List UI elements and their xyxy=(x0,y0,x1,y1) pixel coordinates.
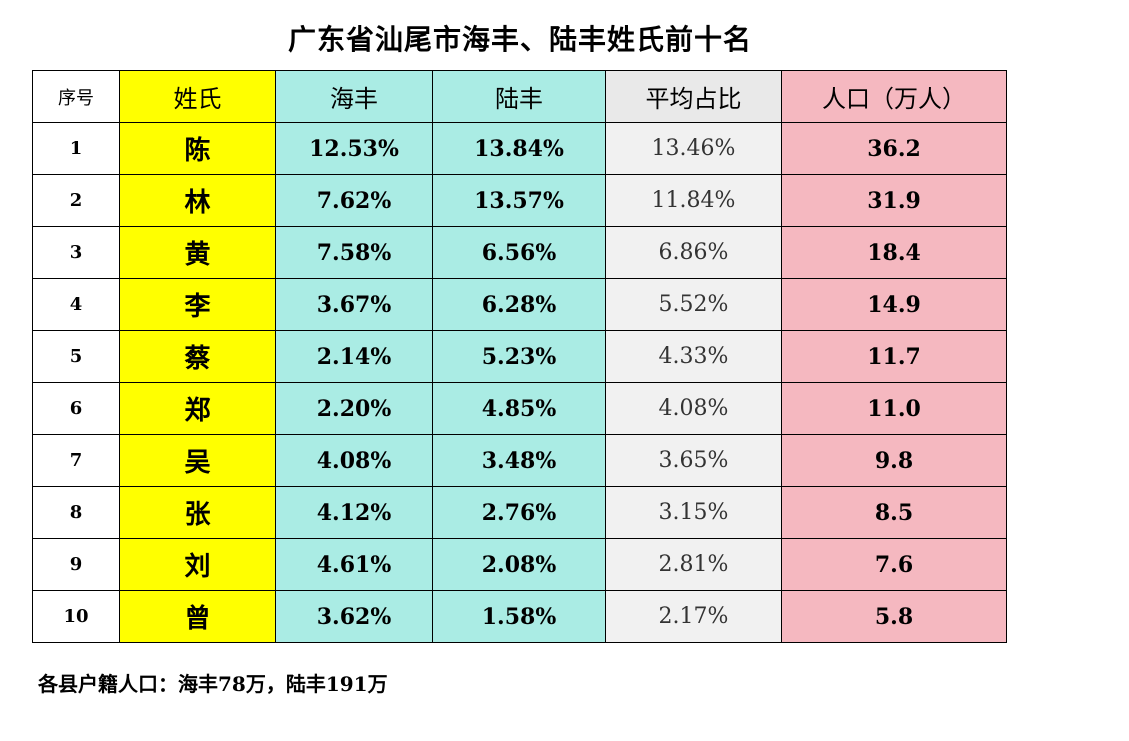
cell-haifeng: 2.20% xyxy=(275,382,433,435)
footnote: 各县户籍人口：海丰78万，陆丰191万 xyxy=(38,672,388,696)
header-population: 人口（万人） xyxy=(781,70,1007,123)
cell-population: 31.9 xyxy=(781,174,1007,227)
cell-lufeng: 1.58% xyxy=(432,590,606,643)
cell-population: 9.8 xyxy=(781,434,1007,487)
cell-surname: 林 xyxy=(119,174,276,227)
cell-surname: 张 xyxy=(119,486,276,539)
cell-population: 5.8 xyxy=(781,590,1007,643)
header-seq: 序号 xyxy=(32,70,120,123)
cell-haifeng: 3.62% xyxy=(275,590,433,643)
cell-population: 11.7 xyxy=(781,330,1007,383)
table-row: 8 张 4.12% 2.76% 3.15% 8.5 xyxy=(32,486,1007,539)
cell-surname: 陈 xyxy=(119,122,276,175)
cell-seq: 1 xyxy=(32,122,120,175)
cell-average: 6.86% xyxy=(605,226,782,279)
cell-lufeng: 13.84% xyxy=(432,122,606,175)
cell-average: 13.46% xyxy=(605,122,782,175)
cell-surname: 曾 xyxy=(119,590,276,643)
table-row: 1 陈 12.53% 13.84% 13.46% 36.2 xyxy=(32,122,1007,175)
cell-population: 8.5 xyxy=(781,486,1007,539)
table-row: 6 郑 2.20% 4.85% 4.08% 11.0 xyxy=(32,382,1007,435)
cell-lufeng: 2.76% xyxy=(432,486,606,539)
table-header-row: 序号 姓氏 海丰 陆丰 平均占比 人口（万人） xyxy=(32,70,1007,123)
cell-surname: 蔡 xyxy=(119,330,276,383)
cell-average: 5.52% xyxy=(605,278,782,331)
cell-average: 3.65% xyxy=(605,434,782,487)
cell-average: 2.17% xyxy=(605,590,782,643)
cell-average: 11.84% xyxy=(605,174,782,227)
page-title: 广东省汕尾市海丰、陆丰姓氏前十名 xyxy=(287,23,752,56)
cell-lufeng: 6.28% xyxy=(432,278,606,331)
cell-lufeng: 3.48% xyxy=(432,434,606,487)
cell-surname: 刘 xyxy=(119,538,276,591)
table-row: 5 蔡 2.14% 5.23% 4.33% 11.7 xyxy=(32,330,1007,383)
cell-seq: 5 xyxy=(32,330,120,383)
cell-haifeng: 4.61% xyxy=(275,538,433,591)
cell-average: 2.81% xyxy=(605,538,782,591)
cell-surname: 郑 xyxy=(119,382,276,435)
cell-average: 3.15% xyxy=(605,486,782,539)
cell-haifeng: 12.53% xyxy=(275,122,433,175)
cell-seq: 9 xyxy=(32,538,120,591)
cell-population: 14.9 xyxy=(781,278,1007,331)
surname-table: 序号 姓氏 海丰 陆丰 平均占比 人口（万人） 1 陈 12.53% 13.84% 13… xyxy=(32,70,1007,643)
cell-lufeng: 2.08% xyxy=(432,538,606,591)
cell-population: 18.4 xyxy=(781,226,1007,279)
cell-lufeng: 4.85% xyxy=(432,382,606,435)
header-lufeng: 陆丰 xyxy=(432,70,606,123)
cell-haifeng: 7.62% xyxy=(275,174,433,227)
table-row: 3 黄 7.58% 6.56% 6.86% 18.4 xyxy=(32,226,1007,279)
cell-seq: 2 xyxy=(32,174,120,227)
cell-surname: 李 xyxy=(119,278,276,331)
header-surname: 姓氏 xyxy=(119,70,276,123)
cell-haifeng: 2.14% xyxy=(275,330,433,383)
cell-seq: 10 xyxy=(32,590,120,643)
cell-average: 4.33% xyxy=(605,330,782,383)
cell-population: 11.0 xyxy=(781,382,1007,435)
table-row: 2 林 7.62% 13.57% 11.84% 31.9 xyxy=(32,174,1007,227)
table-row: 4 李 3.67% 6.28% 5.52% 14.9 xyxy=(32,278,1007,331)
cell-surname: 吴 xyxy=(119,434,276,487)
table-row: 7 吴 4.08% 3.48% 3.65% 9.8 xyxy=(32,434,1007,487)
cell-population: 7.6 xyxy=(781,538,1007,591)
cell-seq: 3 xyxy=(32,226,120,279)
table-body: 1 陈 12.53% 13.84% 13.46% 36.2 2 林 7.62% 13.57% 11.… xyxy=(32,122,1007,643)
cell-haifeng: 4.12% xyxy=(275,486,433,539)
cell-lufeng: 5.23% xyxy=(432,330,606,383)
cell-seq: 8 xyxy=(32,486,120,539)
table-row: 9 刘 4.61% 2.08% 2.81% 7.6 xyxy=(32,538,1007,591)
cell-haifeng: 7.58% xyxy=(275,226,433,279)
cell-seq: 6 xyxy=(32,382,120,435)
cell-lufeng: 13.57% xyxy=(432,174,606,227)
table-row: 10 曾 3.62% 1.58% 2.17% 5.8 xyxy=(32,590,1007,643)
cell-average: 4.08% xyxy=(605,382,782,435)
cell-population: 36.2 xyxy=(781,122,1007,175)
header-average: 平均占比 xyxy=(605,70,782,123)
cell-lufeng: 6.56% xyxy=(432,226,606,279)
cell-haifeng: 4.08% xyxy=(275,434,433,487)
cell-surname: 黄 xyxy=(119,226,276,279)
header-haifeng: 海丰 xyxy=(275,70,433,123)
cell-haifeng: 3.67% xyxy=(275,278,433,331)
cell-seq: 4 xyxy=(32,278,120,331)
cell-seq: 7 xyxy=(32,434,120,487)
